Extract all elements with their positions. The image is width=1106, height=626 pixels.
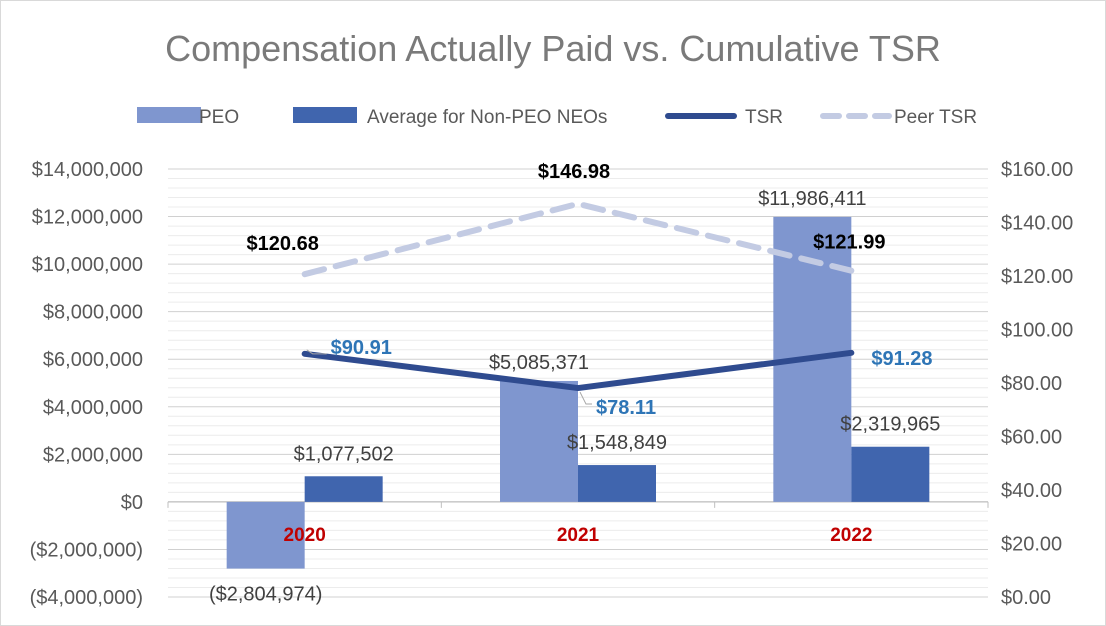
- bar: [304, 476, 383, 502]
- legend-swatch-0: [137, 107, 201, 123]
- legend-label: Peer TSR: [894, 107, 977, 128]
- right-axis-tick-label: $100.00: [1001, 320, 1073, 342]
- left-axis-tick-label: $0: [121, 492, 143, 514]
- right-axis-tick-label: $160.00: [1001, 159, 1073, 181]
- left-axis-tick-label: $6,000,000: [43, 349, 143, 371]
- bar-data-label: $11,986,411: [758, 188, 866, 210]
- tsr-data-label: $90.91: [331, 337, 392, 359]
- leader-line: [306, 349, 327, 355]
- data-labels: ($2,804,974) $5,085,371 $11,986,411 $1,077,…: [209, 161, 940, 606]
- category-label: 2021: [557, 525, 600, 546]
- legend-label: Average for Non-PEO NEOs: [367, 107, 607, 128]
- right-axis: $0.00 $20.00 $40.00 $60.00 $80.00 $100.00 $120…: [1001, 159, 1073, 609]
- tsr-data-label: $78.11: [596, 397, 656, 419]
- right-axis-tick-label: $40.00: [1001, 480, 1062, 502]
- peer-tsr-data-label: $120.68: [247, 233, 319, 255]
- bar: [500, 380, 578, 502]
- peer-tsr-data-label: $121.99: [813, 232, 885, 254]
- lines: [301, 200, 855, 392]
- legend-swatch-1: [293, 107, 357, 123]
- leader-line: [579, 391, 592, 405]
- bar-data-label: $1,548,849: [567, 432, 667, 454]
- left-axis-tick-label: $12,000,000: [32, 207, 143, 229]
- tsr-data-label: $91.28: [871, 348, 932, 370]
- left-axis-tick-label: $4,000,000: [43, 397, 143, 419]
- right-axis-tick-label: $60.00: [1001, 427, 1062, 449]
- bar: [851, 446, 930, 502]
- right-axis-tick-label: $20.00: [1001, 534, 1062, 556]
- bar-data-label: $1,077,502: [294, 443, 394, 465]
- legend-label: TSR: [745, 107, 783, 128]
- right-axis-tick-label: $0.00: [1001, 587, 1051, 609]
- left-axis-tick-label: $10,000,000: [32, 254, 143, 276]
- tsr-line: [301, 349, 855, 392]
- left-axis: ($4,000,000) ($2,000,000) $0 $2,000,000 $4,0…: [30, 159, 143, 609]
- category-labels: 2020 2021 2022: [284, 525, 873, 546]
- left-axis-tick-label: ($4,000,000): [30, 587, 143, 609]
- category-label: 2022: [830, 525, 872, 546]
- right-axis-tick-label: $80.00: [1001, 373, 1062, 395]
- left-axis-tick-label: ($2,000,000): [30, 539, 143, 561]
- chart-title: Compensation Actually Paid vs. Cumulativ…: [165, 28, 941, 69]
- legend: PEO Average for Non-PEO NEOs TSR Peer TSR: [137, 107, 977, 128]
- left-axis-tick-label: $2,000,000: [43, 444, 143, 466]
- bar-data-label: $2,319,965: [840, 414, 940, 436]
- right-axis-tick-label: $140.00: [1001, 213, 1073, 235]
- bar-data-label: ($2,804,974): [209, 584, 322, 606]
- bar: [578, 465, 656, 502]
- peer-tsr-data-label: $146.98: [538, 161, 610, 183]
- left-axis-tick-label: $8,000,000: [43, 302, 143, 324]
- legend-label: PEO: [199, 107, 239, 128]
- right-axis-tick-label: $120.00: [1001, 266, 1073, 288]
- category-label: 2020: [284, 525, 326, 546]
- peer-tsr-line: [301, 200, 855, 278]
- bar: [226, 501, 305, 569]
- bar-data-label: $5,085,371: [489, 352, 589, 374]
- bars: [226, 216, 930, 569]
- left-axis-tick-label: $14,000,000: [32, 159, 143, 181]
